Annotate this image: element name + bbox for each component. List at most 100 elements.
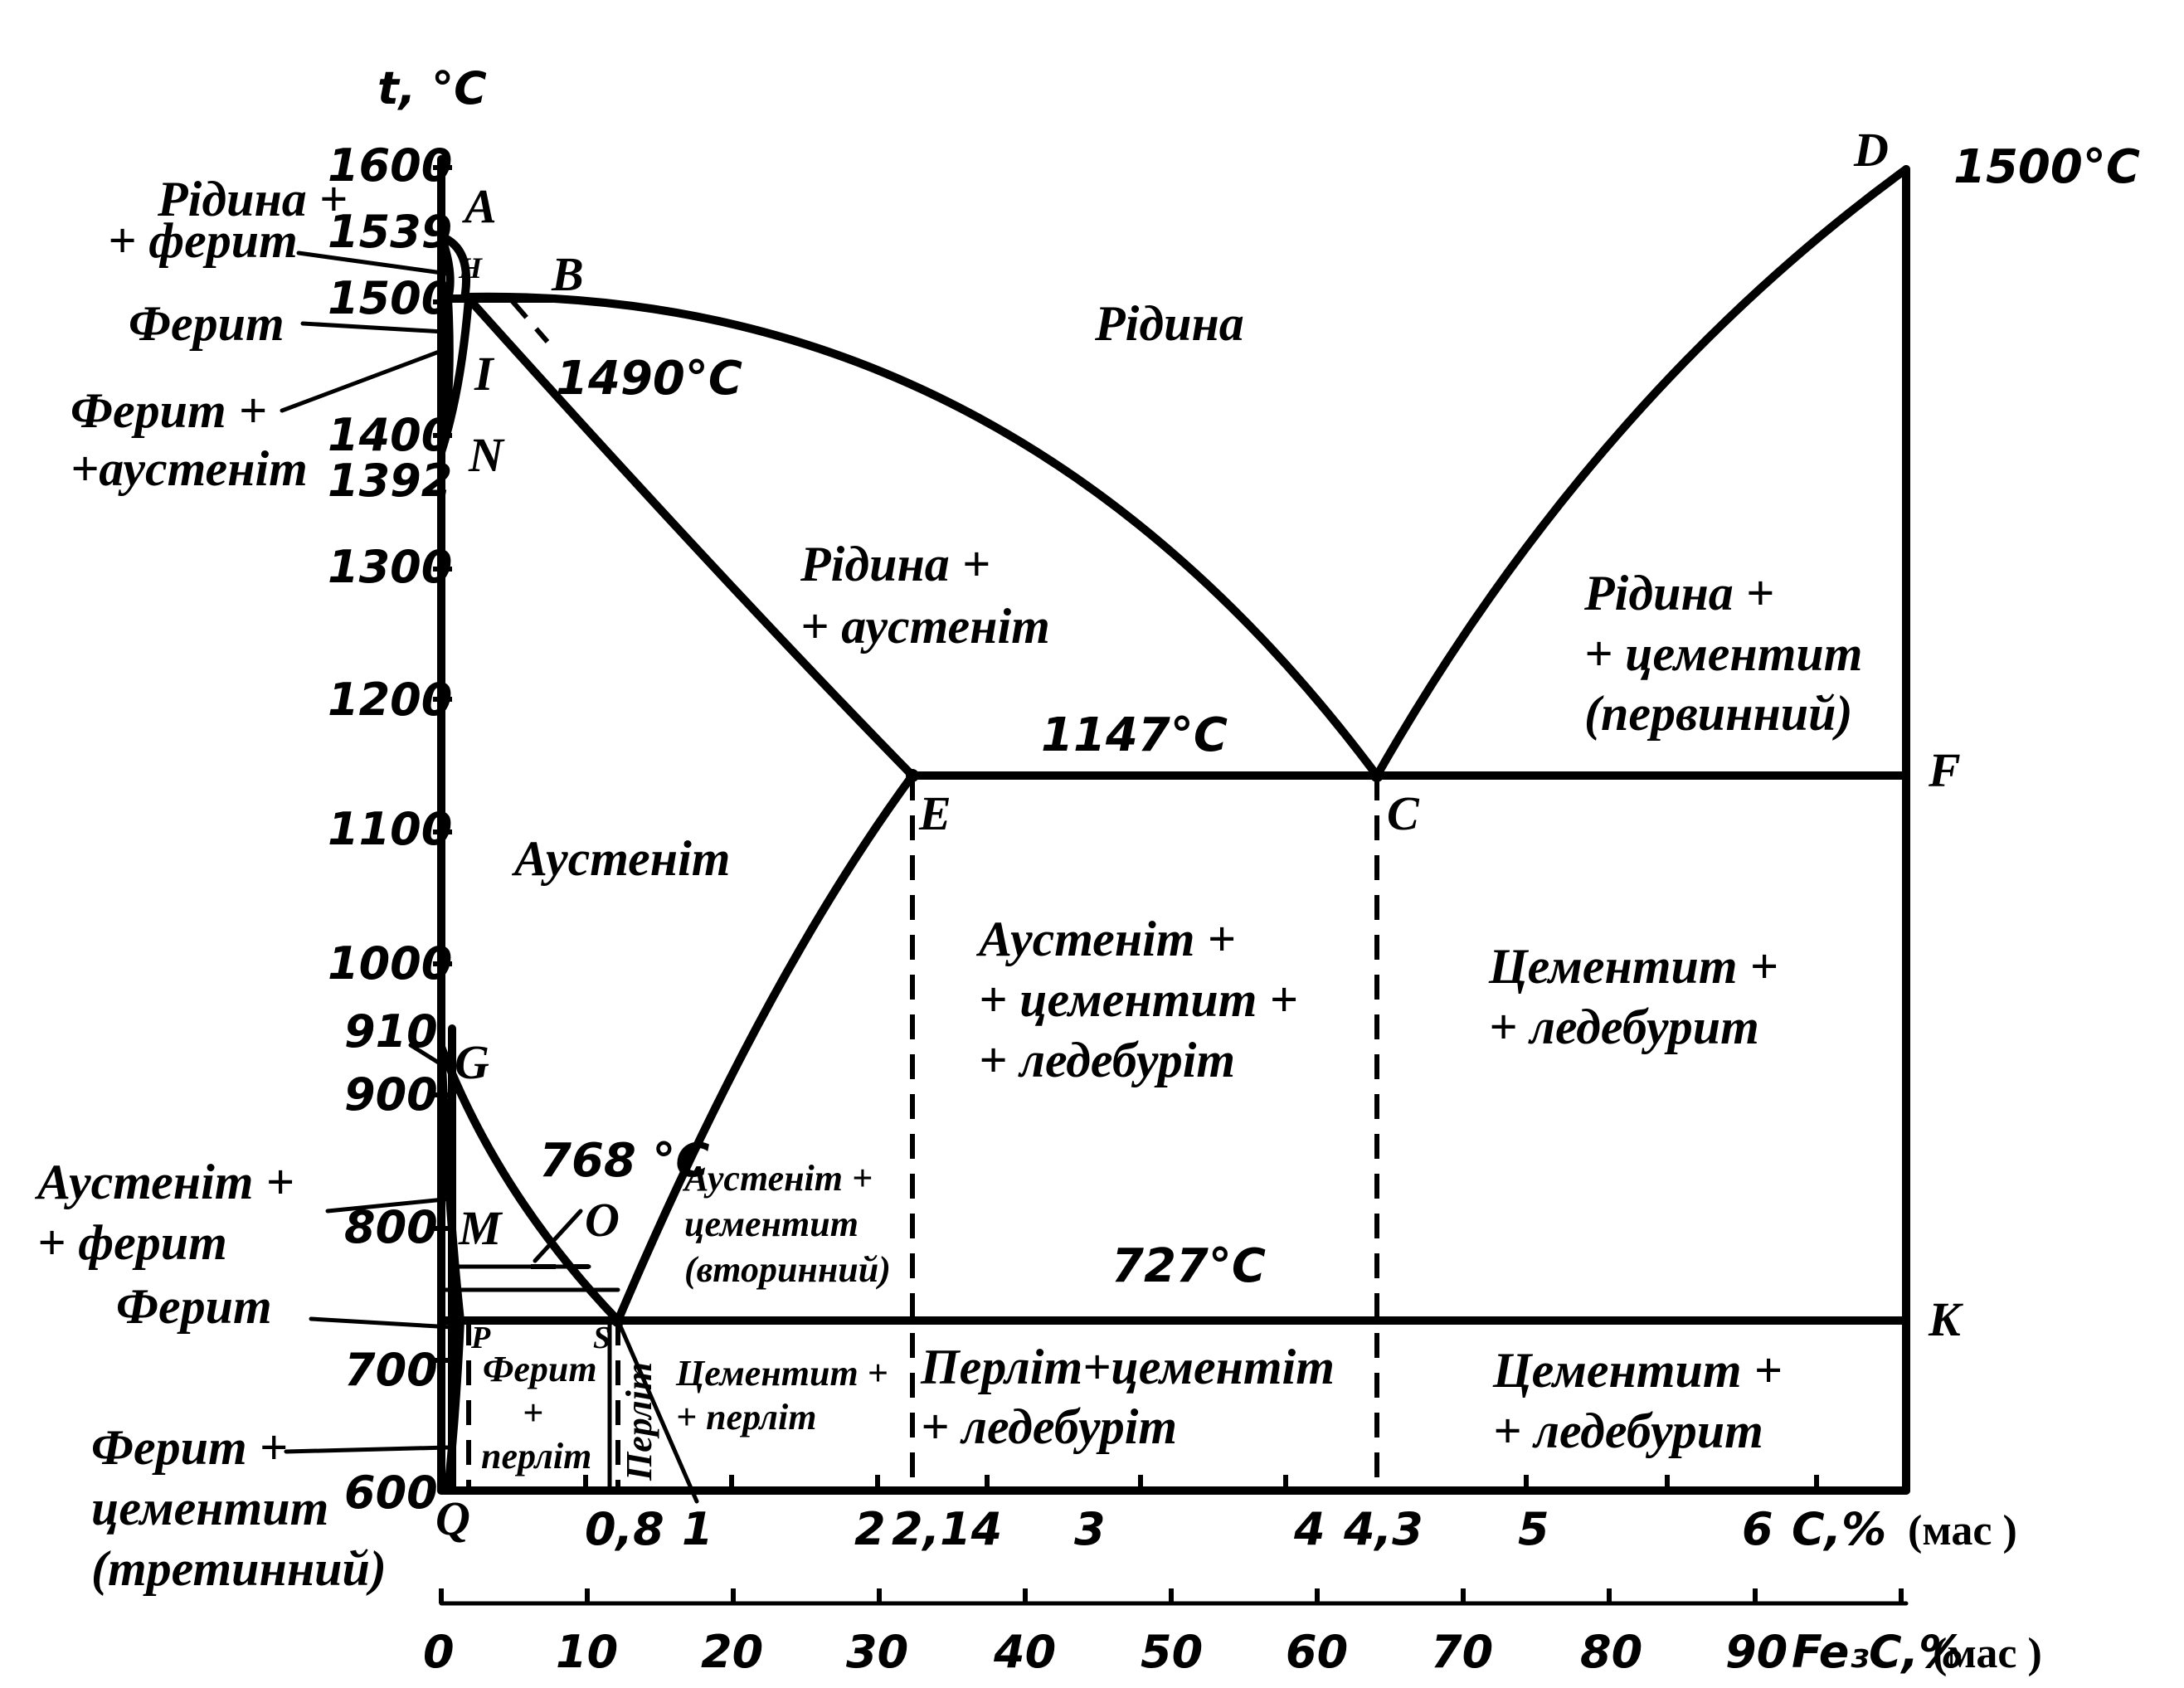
y-tick-1392: 1392 — [328, 455, 452, 507]
pointer-910 — [408, 1043, 446, 1068]
svg-text:+ ферит: + ферит — [108, 213, 298, 268]
svg-text:Аустеніт +: Аустеніт + — [975, 912, 1236, 966]
svg-text:+ ледебуріт: + ледебуріт — [921, 1399, 1177, 1454]
gs-line — [437, 1043, 622, 1325]
peritectic-extension — [508, 297, 550, 343]
temp-1147: 1147°C — [1041, 708, 1228, 762]
fe3c-title: Fe₃C,% — [1792, 1626, 1963, 1678]
point-n: N — [468, 428, 505, 482]
svg-text:+ ледебуріт: + ледебуріт — [979, 1033, 1235, 1087]
x-tick-3: 3 — [1074, 1503, 1106, 1555]
region-aus-ferrite: Аустеніт + + ферит — [34, 1155, 294, 1270]
y-tick-1300: 1300 — [328, 541, 452, 593]
fe3c-tick-10: 10 — [556, 1626, 618, 1678]
point-e: E — [918, 786, 951, 840]
svg-text:перліт: перліт — [481, 1436, 591, 1476]
point-g: G — [455, 1035, 489, 1089]
svg-text:Рідина +: Рідина + — [157, 172, 348, 226]
svg-text:+ ледебурит: + ледебурит — [1489, 1000, 1759, 1054]
point-c: C — [1387, 786, 1420, 840]
pointer-ferrite-austenite — [280, 346, 450, 413]
temp-1500: 1500°C — [1953, 140, 2140, 194]
x-tick-5: 5 — [1518, 1503, 1549, 1555]
svg-text:(вторинний): (вторинний) — [684, 1249, 891, 1290]
fe3c-tick-30: 30 — [846, 1626, 908, 1678]
temp-727: 727°C — [1111, 1239, 1266, 1293]
y-tick-1600: 1600 — [328, 139, 452, 192]
solidus-je — [465, 294, 917, 780]
y-tick-1100: 1100 — [328, 803, 452, 855]
svg-text:цементит: цементит — [684, 1204, 859, 1244]
point-d: D — [1853, 123, 1889, 177]
svg-text:(первинний): (первинний) — [1584, 686, 1853, 741]
svg-text:Аустеніт +: Аустеніт + — [682, 1158, 873, 1199]
region-aus-cem-secondary: Аустеніт + цементит (вторинний) — [682, 1158, 891, 1290]
pointer-ferrite — [300, 321, 446, 334]
svg-text:+ цементит +: + цементит + — [979, 972, 1298, 1027]
region-liquid-cementite: Рідина + + цементит (первинний) — [1583, 566, 1862, 741]
delta-jn — [437, 294, 473, 456]
region-cem-led-lower: Цементит + + ледебурит — [1492, 1343, 1783, 1458]
pq-line — [444, 1316, 465, 1495]
svg-text:Цементит +: Цементит + — [1488, 939, 1778, 994]
y-tick-900: 900 — [344, 1068, 438, 1121]
point-m: M — [458, 1201, 503, 1255]
region-ferrite-low: Ферит — [116, 1279, 272, 1334]
region-cem-led-upper: Цементит + + ледебурит — [1488, 939, 1778, 1054]
y-tick-700: 700 — [344, 1344, 438, 1396]
x-carbon-ticks — [583, 1475, 1819, 1491]
y-tick-1000: 1000 — [328, 937, 452, 990]
region-ferrite-cem-tertiary: Ферит + цементит (третинний) — [91, 1420, 387, 1596]
point-o: O — [585, 1193, 620, 1247]
point-a: A — [462, 179, 497, 233]
y-tick-1400: 1400 — [328, 409, 452, 461]
pointer-perlite — [615, 1318, 699, 1504]
pointer-aus-ferrite — [325, 1196, 455, 1214]
point-s-marker — [611, 1314, 625, 1327]
pointer-ferrite-cem — [284, 1445, 450, 1454]
region-ferrite-pearlite: Ферит + перліт — [481, 1349, 597, 1476]
solvus-se — [614, 771, 917, 1325]
svg-text:Цементит +: Цементит + — [675, 1353, 888, 1394]
y-tick-910: 910 — [344, 1005, 438, 1058]
delta-ferrite-ah — [437, 232, 455, 303]
region-pearl-cem-led: Перліт+цементіт + ледебуріт — [920, 1340, 1335, 1454]
pointer-curie — [533, 1209, 583, 1263]
point-p: P — [470, 1321, 491, 1355]
fe3c-unit: (мас ) — [1933, 1630, 2042, 1677]
x-tick-0-8: 0,8 — [585, 1503, 664, 1555]
point-j: I — [474, 347, 495, 401]
fe3c-tick-80: 80 — [1580, 1626, 1642, 1678]
fe3c-tick-70: 70 — [1431, 1626, 1493, 1678]
svg-text:+ ледебурит: + ледебурит — [1493, 1403, 1763, 1458]
svg-text:Цементит +: Цементит + — [1492, 1343, 1783, 1398]
x-carbon-title: C,% — [1792, 1503, 1886, 1555]
x-tick-2-14: 2,14 — [892, 1503, 1002, 1555]
svg-text:+аустеніт: +аустеніт — [71, 441, 308, 496]
x-tick-4: 4 — [1293, 1503, 1325, 1555]
y-tick-1539: 1539 — [328, 206, 452, 258]
svg-text:Аустеніт +: Аустеніт + — [34, 1155, 294, 1209]
svg-text:Ферит: Ферит — [483, 1349, 597, 1389]
pointer-ferrite-low — [309, 1316, 455, 1330]
temp-1490: 1490°C — [556, 352, 742, 406]
y-tick-1200: 1200 — [328, 674, 452, 726]
pointer-liquid-ferrite — [296, 251, 450, 276]
fe3c-tick-60: 60 — [1286, 1626, 1348, 1678]
x-tick-6: 6 — [1742, 1503, 1773, 1555]
liquidus-bc — [460, 292, 1381, 780]
svg-text:Ферит +: Ферит + — [91, 1420, 288, 1475]
region-cem-pearlite: Цементит + + перліт — [675, 1353, 888, 1437]
point-k: K — [1928, 1292, 1963, 1346]
point-c-marker — [1370, 769, 1384, 782]
svg-text:Перліт+цементіт: Перліт+цементіт — [920, 1340, 1335, 1394]
svg-text:+ аустеніт: + аустеніт — [800, 599, 1050, 654]
fe3c-tick-0: 0 — [423, 1626, 455, 1678]
svg-text:Рідина +: Рідина + — [1583, 566, 1774, 620]
point-f: F — [1928, 743, 1961, 797]
svg-text:цементит: цементит — [91, 1481, 328, 1535]
svg-text:+: + — [523, 1393, 543, 1433]
svg-text:(третинний): (третинний) — [91, 1541, 387, 1596]
region-liquid: Рідина — [1094, 296, 1244, 351]
